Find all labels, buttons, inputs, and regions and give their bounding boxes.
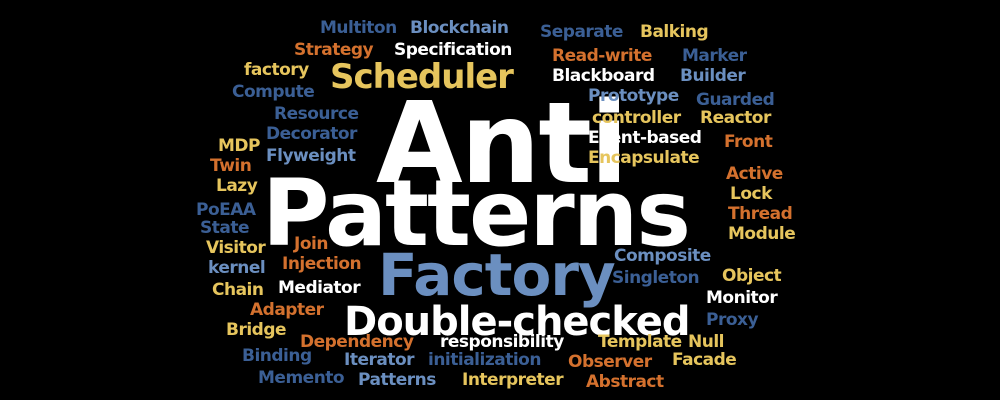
word-template: Template xyxy=(598,332,682,352)
word-memento: Memento xyxy=(258,368,345,388)
word-blackboard: Blackboard xyxy=(552,66,655,86)
word-anti: Anti xyxy=(376,79,628,209)
word-visitor: Visitor xyxy=(206,238,266,258)
word-resource: Resource xyxy=(274,104,359,124)
word-twin: Twin xyxy=(210,156,252,176)
word-chain: Chain xyxy=(212,280,264,300)
word-flyweight: Flyweight xyxy=(266,146,356,166)
word-initialization: initialization xyxy=(428,350,541,370)
word-dependency: Dependency xyxy=(300,332,414,352)
word-controller: controller xyxy=(592,108,681,128)
word-specification: Specification xyxy=(394,40,512,60)
word-kernel: kernel xyxy=(208,258,266,278)
word-marker: Marker xyxy=(682,46,747,66)
word-balking: Balking xyxy=(640,22,709,42)
word-lazy: Lazy xyxy=(216,176,258,196)
word-null: Null xyxy=(688,332,724,352)
word-observer: Observer xyxy=(568,352,652,372)
word-factory: Factory xyxy=(378,241,616,309)
word-object: Object xyxy=(722,266,782,286)
word-builder: Builder xyxy=(680,66,746,86)
word-injection: Injection xyxy=(282,254,362,274)
word-facade: Facade xyxy=(672,350,737,370)
word-blockchain: Blockchain xyxy=(410,18,509,38)
word-reactor: Reactor xyxy=(700,108,771,128)
word-guarded: Guarded xyxy=(696,90,775,110)
word-event-based: Event-based xyxy=(588,128,702,148)
word-thread: Thread xyxy=(728,204,793,224)
word-patterns-large: Patterns xyxy=(262,160,691,267)
word-monitor: Monitor xyxy=(706,288,778,308)
word-double-checked: Double-checked xyxy=(344,299,691,345)
word-binding: Binding xyxy=(242,346,312,366)
word-composite: Composite xyxy=(614,246,711,266)
word-state: State xyxy=(200,218,250,238)
word-compute: Compute xyxy=(232,82,315,102)
word-interpreter: Interpreter xyxy=(462,370,564,390)
word-bridge: Bridge xyxy=(226,320,287,340)
word-multiton: Multiton xyxy=(320,18,397,38)
word-proxy: Proxy xyxy=(706,310,759,330)
word-patterns-small: Patterns xyxy=(358,370,436,390)
word-encapsulate: Encapsulate xyxy=(588,148,700,168)
word-iterator: Iterator xyxy=(344,350,415,370)
word-mdp: MDP xyxy=(218,136,261,156)
word-module: Module xyxy=(728,224,796,244)
word-separate: Separate xyxy=(540,22,623,42)
word-abstract: Abstract xyxy=(586,372,664,392)
word-factory-small: factory xyxy=(244,60,309,80)
word-front: Front xyxy=(724,132,773,152)
word-decorator: Decorator xyxy=(266,124,357,144)
word-active: Active xyxy=(726,164,783,184)
word-scheduler: Scheduler xyxy=(330,57,514,97)
word-prototype: Prototype xyxy=(588,86,679,106)
word-singleton: Singleton xyxy=(612,268,700,288)
word-mediator: Mediator xyxy=(278,278,361,298)
word-read-write: Read-write xyxy=(552,46,652,66)
word-join: Join xyxy=(294,234,328,254)
word-responsibility: responsibility xyxy=(440,332,564,352)
word-lock: Lock xyxy=(730,184,772,204)
word-poeaa: PoEAA xyxy=(196,200,256,220)
word-adapter: Adapter xyxy=(250,300,324,320)
word-strategy: Strategy xyxy=(294,40,374,60)
